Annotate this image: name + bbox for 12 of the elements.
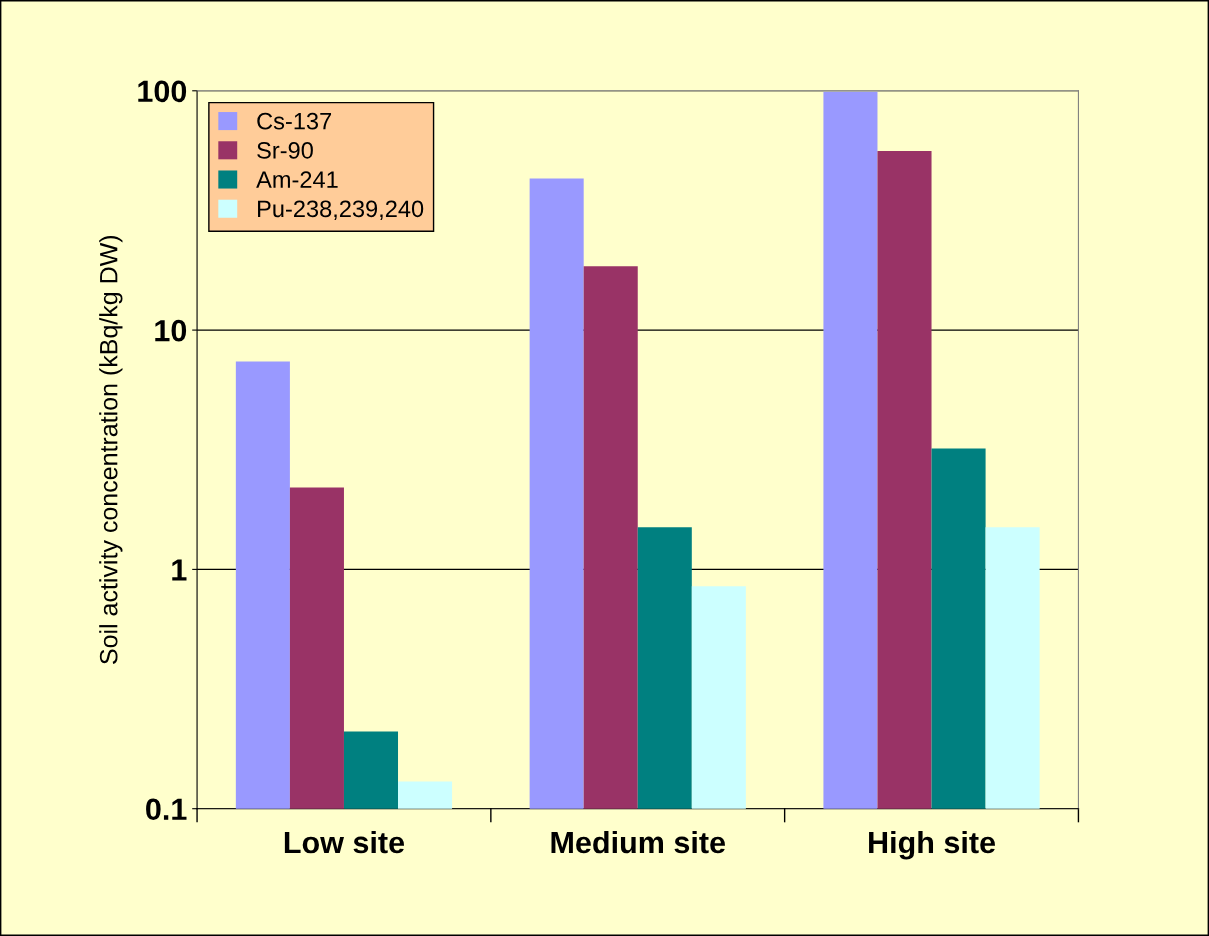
legend-label: Am-241 — [256, 171, 338, 188]
legend-label: Sr-90 — [257, 142, 313, 159]
y-tick-label: 1 — [172, 559, 187, 581]
legend-label: Pu-238,239,240 — [258, 200, 424, 220]
x-tick-label: High site — [869, 830, 996, 860]
y-tick-label: 0.1 — [146, 798, 187, 821]
y-tick-label: 100 — [138, 80, 187, 103]
x-tick-label: Low site — [284, 830, 405, 854]
y-axis-title: Soil activity concentration (kBq/kg DW) — [99, 235, 123, 664]
x-tick-label: Medium site — [551, 830, 725, 854]
legend-label: Cs-137 — [257, 112, 332, 130]
y-tick-label: 10 — [155, 319, 187, 342]
